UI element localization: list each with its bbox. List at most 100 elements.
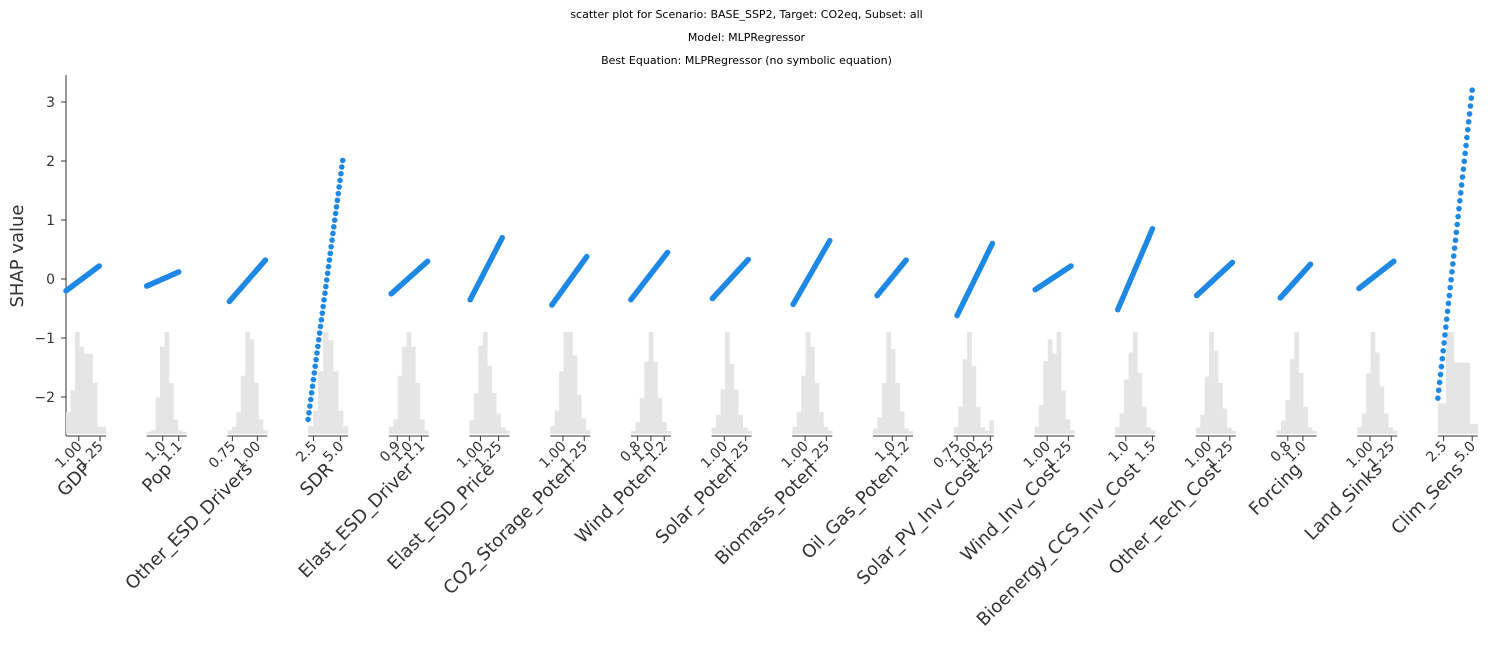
histogram-bar <box>1379 386 1385 434</box>
histogram-bar <box>333 371 339 434</box>
histogram-bar <box>1226 427 1232 434</box>
histogram-bar <box>177 430 183 434</box>
histogram-bar <box>1069 430 1075 434</box>
scatter-point <box>314 350 320 356</box>
x-tick-label: 2.5 <box>293 439 320 466</box>
histogram-bar <box>1392 430 1398 434</box>
histogram-bar <box>576 394 582 434</box>
chart-title: scatter plot for Scenario: BASE_SSP2, Ta… <box>570 8 923 21</box>
histogram-bar <box>585 430 591 434</box>
chart-subtitle-equation: Best Equation: MLPRegressor (no symbolic… <box>601 54 892 67</box>
histogram-bar <box>904 428 909 434</box>
histogram-bar <box>989 420 994 434</box>
histogram-bar <box>1222 408 1228 434</box>
scatter-point <box>334 197 341 204</box>
scatter-point <box>312 363 318 370</box>
histogram-bar <box>1218 383 1223 434</box>
scatter-point <box>331 224 337 230</box>
scatter-point <box>1438 363 1445 370</box>
histogram-bar <box>66 412 71 434</box>
histogram-bar <box>482 332 488 434</box>
histogram-bar <box>151 430 156 434</box>
histogram-bar <box>962 359 968 434</box>
histogram-bar <box>318 371 324 434</box>
histogram-bar <box>1289 359 1295 434</box>
feature-label: CO2_Storage_Poten <box>439 459 579 599</box>
histogram-bar <box>724 332 730 434</box>
scatter-point <box>1457 197 1463 204</box>
histogram-bar <box>182 431 187 434</box>
histogram-bar <box>308 426 314 434</box>
scatter-point <box>903 257 909 263</box>
histogram-bar <box>810 346 815 434</box>
feature-label: Solar_Poten <box>652 459 742 549</box>
scatter-point <box>1451 245 1458 251</box>
histogram-bar <box>1213 351 1219 434</box>
histogram-bar <box>500 427 506 434</box>
histogram-bar <box>805 332 811 434</box>
scatter-point <box>1459 174 1466 180</box>
scatter-point <box>330 230 336 237</box>
scatter-point <box>1461 158 1468 165</box>
histogram-bar <box>92 383 98 434</box>
feature-label: Bioenergy_CCS_Inv_Cost <box>973 459 1145 631</box>
histogram-bar <box>967 332 972 434</box>
x-tick-label: 2.5 <box>1423 439 1450 466</box>
scatter-point <box>315 336 322 343</box>
scatter-point <box>306 409 312 416</box>
histogram-bar <box>415 383 421 434</box>
scatter-point <box>309 383 316 390</box>
scatter-point <box>339 164 345 170</box>
histogram-bar <box>895 383 900 434</box>
histogram-bar <box>473 393 479 434</box>
histogram-bar <box>729 363 735 434</box>
histogram-bar <box>738 414 744 434</box>
scatter-point <box>1307 261 1314 268</box>
histogram-bar <box>1357 427 1362 434</box>
scatter-point <box>338 170 344 177</box>
histogram-bar <box>814 383 820 434</box>
scatter-point <box>318 317 325 323</box>
histogram-bar <box>97 426 102 434</box>
histogram-bar <box>88 353 93 434</box>
histogram-bar <box>1453 362 1463 434</box>
scatter-point <box>1468 95 1475 101</box>
histogram-bar <box>1204 376 1210 434</box>
scatter-point <box>1443 316 1450 323</box>
scatter-point <box>316 330 323 336</box>
scatter-point <box>322 290 328 297</box>
scatter-point <box>332 210 339 217</box>
histogram-bar <box>328 339 334 434</box>
histogram-bar <box>1294 332 1300 434</box>
scatter-point <box>1149 226 1156 232</box>
y-tick-label: −1 <box>34 331 55 347</box>
histogram-bar <box>231 426 237 434</box>
histogram-bar <box>1137 372 1143 434</box>
histogram-bar <box>388 426 394 434</box>
histogram-bar <box>975 406 981 434</box>
histogram-bar <box>323 332 329 434</box>
scatter-point <box>1447 284 1454 291</box>
histogram-bar <box>254 383 259 434</box>
histogram-bar <box>554 410 560 434</box>
histogram-bar <box>79 346 85 434</box>
histogram-bar <box>1445 332 1455 434</box>
scatter-point <box>319 310 326 316</box>
scatter-point <box>1464 126 1471 133</box>
histogram-bar <box>796 412 802 434</box>
histogram-bar <box>1461 362 1471 434</box>
histogram-bar <box>1388 427 1394 434</box>
scatter-point <box>1467 103 1474 109</box>
histogram-bar <box>343 426 349 434</box>
histogram-bar <box>245 332 250 434</box>
feature-label: Forcing <box>1245 459 1306 520</box>
histogram-bar <box>469 420 475 434</box>
histogram-bar <box>567 332 573 434</box>
histogram-bar <box>818 412 824 434</box>
histogram-bar <box>1200 414 1205 434</box>
histogram-bar <box>908 431 914 434</box>
histogram-bar <box>1370 332 1376 434</box>
histogram-bar <box>958 406 963 434</box>
scatter-point <box>1439 355 1446 362</box>
